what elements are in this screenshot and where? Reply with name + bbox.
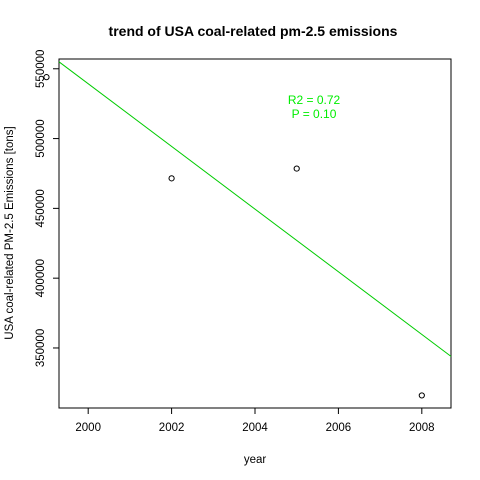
chart-title: trend of USA coal-related pm-2.5 emissio… — [109, 23, 398, 39]
x-tick-label: 2002 — [159, 422, 185, 434]
data-point — [293, 165, 300, 172]
x-tick-label: 2006 — [326, 422, 352, 434]
y-tick-label: 450000 — [35, 189, 47, 227]
y-tick-label: 550000 — [35, 50, 47, 88]
regression-line — [58, 61, 452, 357]
plot-frame — [58, 58, 452, 409]
y-axis-label: USA coal-related PM-2.5 Emissions [tons] — [4, 126, 16, 339]
data-point — [43, 74, 50, 81]
x-axis-label: year — [244, 454, 267, 466]
x-tick-label: 2000 — [75, 422, 101, 434]
data-point — [168, 175, 175, 182]
r2-annotation: R2 = 0.72 — [288, 93, 341, 107]
y-tick-label: 400000 — [35, 259, 47, 297]
y-axis: 350000 400000 450000 500000 550000 — [35, 50, 59, 367]
y-tick-label: 500000 — [35, 119, 47, 157]
x-tick-label: 2008 — [409, 422, 435, 434]
data-point — [418, 392, 425, 399]
p-value-annotation: P = 0.10 — [292, 107, 337, 121]
y-tick-label: 350000 — [35, 329, 47, 367]
x-axis: 2000 2002 2004 2006 2008 — [75, 408, 435, 434]
x-tick-label: 2004 — [242, 422, 268, 434]
plot-area — [43, 61, 452, 399]
